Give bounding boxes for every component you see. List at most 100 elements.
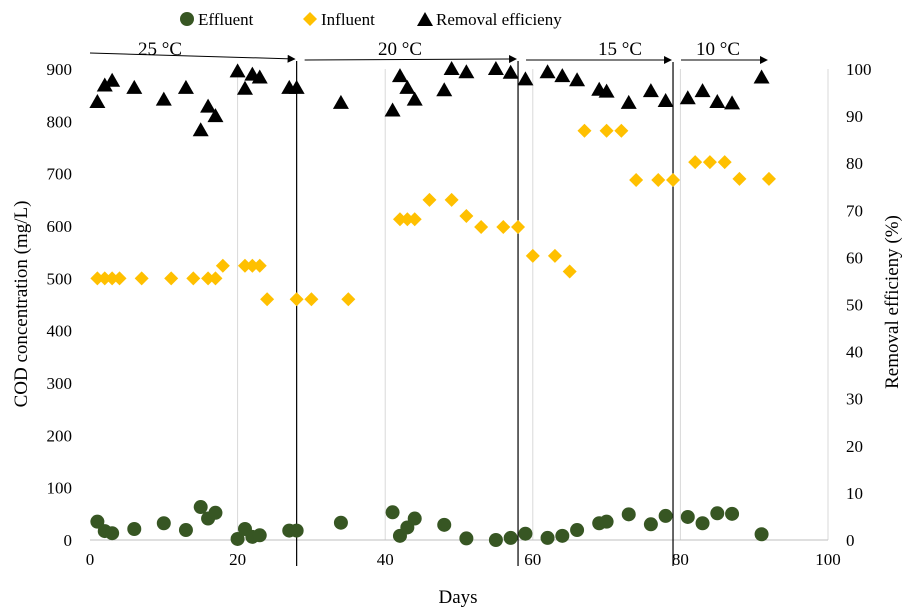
triangle-point — [104, 72, 121, 87]
diamond-point — [105, 271, 120, 286]
legend-swatch-influent — [303, 12, 317, 26]
diamond-point — [614, 123, 629, 138]
y-tick-label: 800 — [47, 112, 73, 131]
tick-labels: 0 20 40 60 80 1000100200300400500600700800900… — [47, 60, 872, 569]
y2-tick-label: 70 — [846, 201, 863, 220]
y-tick-label: 500 — [47, 269, 73, 288]
circle-point — [754, 527, 769, 542]
diamond-point — [392, 212, 407, 227]
diamond-point — [252, 258, 267, 273]
y2-axis-title: Removal efficieny (%) — [882, 215, 903, 389]
y-tick-label: 600 — [47, 217, 73, 236]
triangle-point — [207, 108, 224, 123]
diamond-point — [208, 271, 223, 286]
phase-label: 15 °C — [598, 39, 642, 60]
vertical-gridlines — [237, 69, 829, 540]
triangle-point — [332, 94, 349, 109]
y-tick-label: 400 — [47, 322, 73, 341]
x-tick-label: 40 — [377, 550, 394, 569]
y2-tick-label: 30 — [846, 390, 863, 409]
diamond-point — [474, 220, 489, 235]
circle-point — [518, 526, 533, 541]
triangle-point — [517, 71, 534, 86]
diamond-point — [407, 212, 422, 227]
x-tick-label: 80 — [672, 550, 689, 569]
diamond-point — [341, 292, 356, 307]
diamond-point — [666, 172, 681, 187]
data-marks — [89, 61, 776, 547]
diamond-point — [245, 258, 260, 273]
circle-point — [230, 531, 245, 546]
circle-point — [680, 509, 695, 524]
triangle-point — [251, 69, 268, 84]
series-influent — [90, 123, 776, 307]
triangle-point — [598, 83, 615, 98]
triangle-point — [554, 68, 571, 83]
triangle-point — [155, 91, 172, 106]
x-tick-label: 100 — [815, 550, 841, 569]
diamond-point — [215, 258, 230, 273]
circle-point — [488, 533, 503, 547]
diamond-point — [201, 271, 216, 286]
diamond-point — [97, 271, 112, 286]
y2-tick-label: 60 — [846, 248, 863, 267]
circle-point — [710, 506, 725, 521]
diamond-point — [304, 292, 319, 307]
circle-point — [127, 522, 142, 537]
circle-point — [193, 500, 208, 515]
circle-point — [90, 514, 105, 529]
triangle-point — [126, 79, 143, 94]
circle-point — [621, 507, 636, 522]
diamond-point — [511, 220, 526, 235]
diamond-point — [164, 271, 179, 286]
y-tick-label: 100 — [47, 479, 73, 498]
circle-point — [437, 517, 452, 532]
circle-point — [658, 508, 673, 523]
legend: Effluent Influent Removal efficieny — [180, 10, 562, 29]
triangle-point — [384, 102, 401, 117]
circle-point — [555, 528, 570, 543]
temperature-phases: 25 °C 20 °C 15 °C 10 °C — [89, 39, 768, 566]
triangle-point — [487, 61, 504, 75]
triangle-point — [229, 63, 246, 78]
x-tick-label: 0 — [86, 550, 95, 569]
series-effluent — [90, 500, 769, 547]
triangle-point — [569, 72, 586, 87]
triangle-point — [288, 79, 305, 94]
triangle-point — [458, 64, 475, 79]
triangle-point — [89, 93, 106, 108]
diamond-point — [459, 209, 474, 224]
diamond-point — [90, 271, 105, 286]
y2-tick-label: 40 — [846, 343, 863, 362]
diamond-point — [496, 220, 511, 235]
triangle-point — [694, 83, 711, 98]
triangle-point — [620, 94, 637, 109]
diamond-point — [525, 248, 540, 263]
legend-label: Effluent — [198, 10, 254, 29]
triangle-point — [679, 90, 696, 105]
x-tick-label: 20 — [229, 550, 246, 569]
triangle-point — [406, 91, 423, 106]
circle-point — [540, 530, 555, 545]
triangle-point — [709, 93, 726, 108]
phase-label: 10 °C — [696, 39, 740, 60]
legend-swatch-effluent — [180, 12, 194, 26]
circle-point — [252, 528, 267, 543]
y2-tick-label: 20 — [846, 437, 863, 456]
diamond-point — [134, 271, 149, 286]
y-tick-label: 0 — [64, 531, 73, 550]
diamond-point — [186, 271, 201, 286]
triangle-point — [642, 83, 659, 98]
diamond-point — [688, 155, 703, 170]
circle-point — [643, 517, 658, 532]
diamond-point — [260, 292, 275, 307]
diamond-point — [547, 248, 562, 263]
diamond-point — [702, 155, 717, 170]
diamond-point — [732, 171, 747, 186]
triangle-point — [443, 61, 460, 75]
y2-tick-label: 80 — [846, 154, 863, 173]
y-tick-label: 700 — [47, 165, 73, 184]
diamond-point — [577, 123, 592, 138]
phase-label: 20 °C — [378, 39, 422, 60]
circle-point — [407, 511, 422, 526]
